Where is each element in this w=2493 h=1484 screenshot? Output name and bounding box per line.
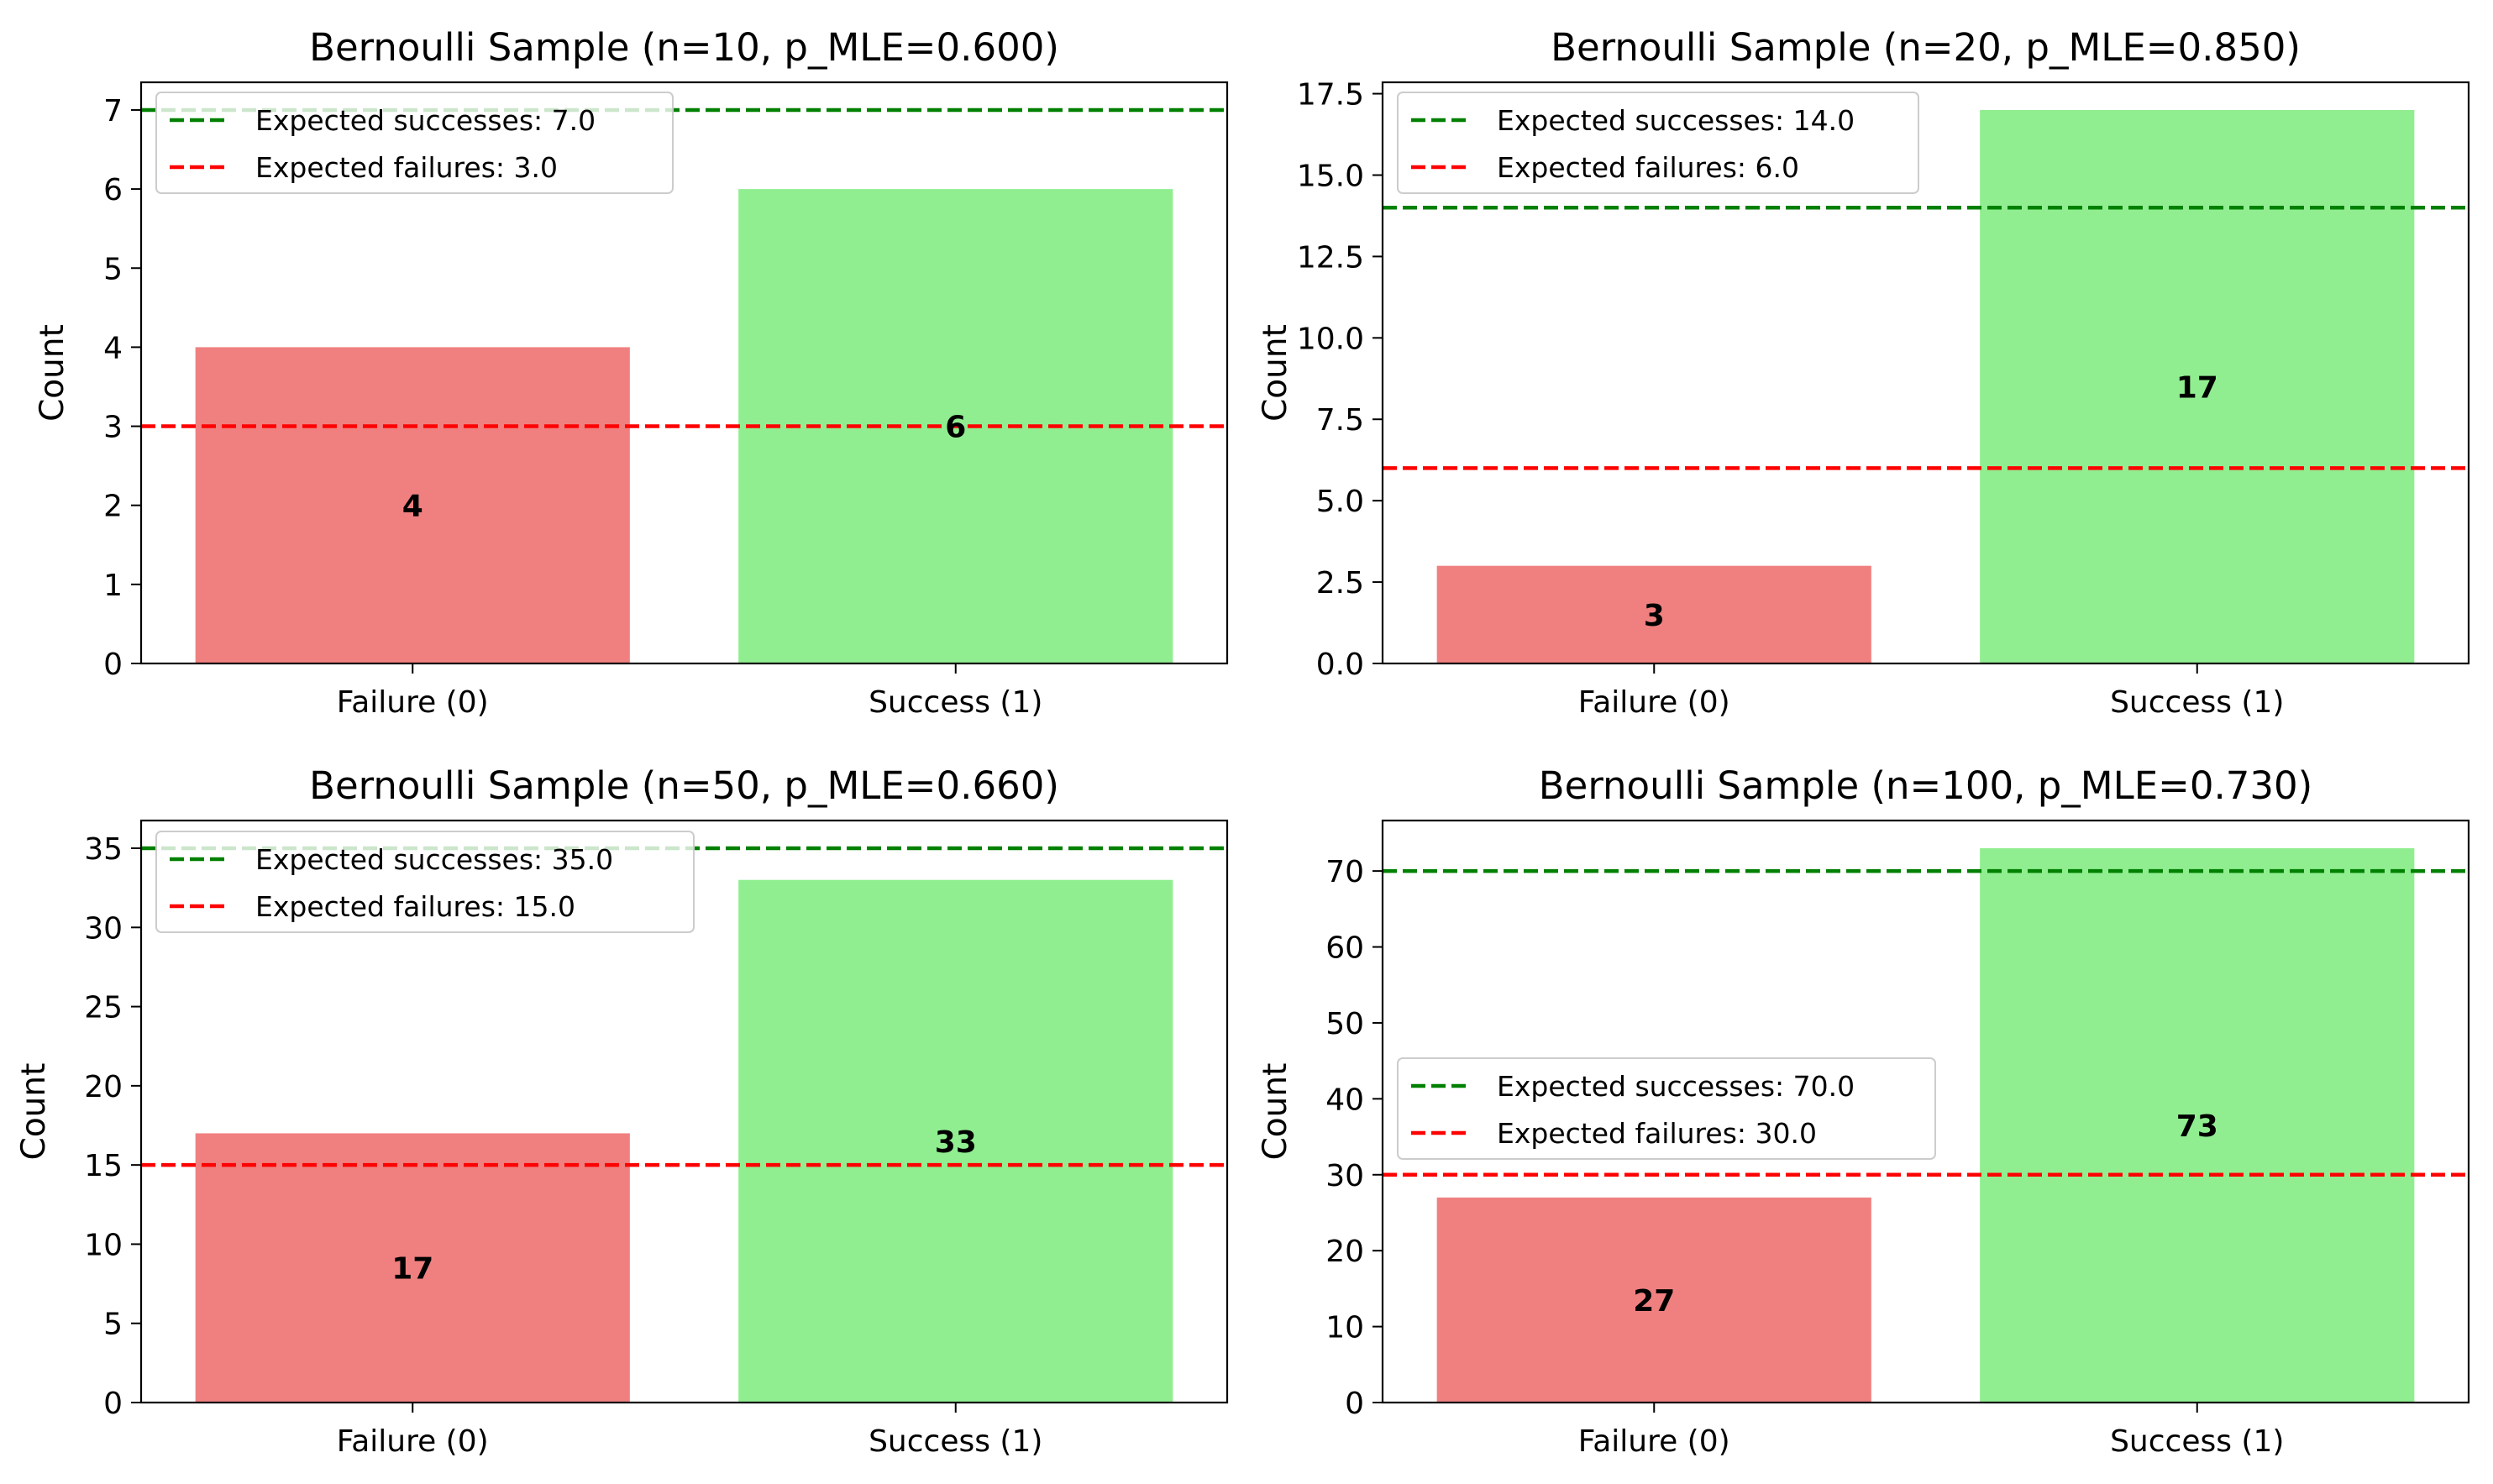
bar-value-label: 4 [402,490,423,524]
subplot-3: 17 33 0 5 10 15 20 25 30 35 Failure (0) Success (1)… [15,763,1229,1459]
x-tick-label: Success (1) [2110,685,2284,720]
legend-box [155,92,674,194]
bar-value-label: 6 [945,411,966,445]
x-tick-label: Failure (0) [1578,1424,1730,1459]
y-tick-label: 7 [103,94,123,128]
y-tick-label: 25 [84,991,123,1025]
subplot-title: Bernoulli Sample (n=10, p_MLE=0.600) [309,25,1059,70]
legend-box [1397,92,1919,194]
y-tick-label: 5 [103,252,123,286]
x-tick-label: Success (1) [869,685,1042,720]
y-tick-label: 0 [103,1387,123,1421]
x-tick-label: Failure (0) [1578,685,1730,720]
bar-failure-0 [195,347,630,663]
y-tick-label: 6 [103,173,123,207]
y-tick-label: 70 [1325,855,1364,889]
y-tick-label: 50 [1325,1007,1364,1041]
bar-success-1 [1980,848,2415,1403]
axes-frame [1381,81,2470,665]
y-tick-label: 2.5 [1316,566,1364,600]
bar-failure-0 [1436,565,1871,663]
legend-successes-label: Expected successes: 14.0 [1497,104,1855,137]
legend-failures-label: Expected failures: 15.0 [255,890,575,923]
y-tick-label: 5 [103,1308,123,1342]
y-tick-label: 40 [1325,1083,1364,1117]
y-tick-label: 35 [84,832,123,867]
legend-box [155,831,695,933]
subplot-title: Bernoulli Sample (n=50, p_MLE=0.660) [309,763,1059,808]
y-tick-label: 30 [84,911,123,946]
y-tick-label: 15 [84,1149,123,1183]
y-tick-label: 5.0 [1316,485,1364,519]
y-axis-title: Count [1257,324,1294,422]
y-tick-label: 3 [103,411,123,445]
x-tick-label: Failure (0) [337,1424,489,1459]
legend-box [1397,1057,1936,1160]
bar-value-label: 33 [935,1125,977,1160]
y-axis-title: Count [1257,1063,1294,1161]
legend: Expected successes: 7.0 Expected failures… [155,92,674,194]
subplot-4: 27 73 0 10 20 30 40 50 60 70 Failure (0) Success (1… [1257,763,2470,1459]
axes-frame [139,819,1229,1404]
y-tick-label: 0 [103,648,123,682]
y-tick-label: 10 [1325,1311,1364,1345]
subplot-title: Bernoulli Sample (n=20, p_MLE=0.850) [1551,25,2301,70]
legend-successes-label: Expected successes: 70.0 [1497,1070,1855,1103]
y-tick-label: 0.0 [1316,648,1364,682]
y-tick-label: 60 [1325,931,1364,966]
y-tick-label: 10 [84,1228,123,1262]
bar-value-label: 73 [2176,1109,2218,1144]
bar-value-label: 17 [2176,370,2218,405]
subplot-1: 4 6 0 1 2 3 4 5 6 7 Failure (0) Success (1) Count Ber… [34,25,1229,720]
subplot-title: Bernoulli Sample (n=100, p_MLE=0.730) [1539,763,2312,808]
bar-failure-0 [195,1133,630,1403]
legend: Expected successes: 14.0 Expected failure… [1397,92,1919,194]
y-tick-label: 2 [103,490,123,524]
bar-success-1 [1980,109,2415,663]
legend-failures-label: Expected failures: 6.0 [1497,151,1799,184]
y-tick-label: 17.5 [1297,78,1364,113]
x-tick-label: Success (1) [869,1424,1042,1459]
legend: Expected successes: 35.0 Expected failure… [155,831,695,933]
y-tick-label: 20 [1325,1235,1364,1269]
y-tick-label: 30 [1325,1159,1364,1193]
y-tick-label: 12.5 [1297,240,1364,275]
y-tick-label: 0 [1345,1387,1364,1421]
x-tick-label: Failure (0) [337,685,489,720]
legend-successes-label: Expected successes: 7.0 [255,104,596,137]
axes-frame [1381,819,2470,1404]
y-tick-label: 15.0 [1297,159,1364,193]
bar-value-label: 27 [1633,1284,1675,1319]
y-axis-title: Count [15,1063,53,1161]
y-tick-label: 4 [103,331,123,365]
axes-frame [139,81,1229,665]
legend-failures-label: Expected failures: 30.0 [1497,1117,1817,1150]
y-tick-label: 20 [84,1070,123,1104]
bar-value-label: 17 [391,1252,433,1287]
legend-failures-label: Expected failures: 3.0 [255,151,558,184]
x-tick-label: Success (1) [2110,1424,2284,1459]
bar-success-1 [738,879,1173,1403]
y-tick-label: 10.0 [1297,322,1364,356]
bar-value-label: 3 [1644,599,1665,633]
subplot-2: 3 17 0.0 2.5 5.0 7.5 10.0 12.5 15.0 17.5 Failure (… [1257,25,2470,720]
y-tick-label: 7.5 [1316,403,1364,438]
legend: Expected successes: 70.0 Expected failure… [1397,1057,1936,1160]
y-tick-label: 1 [103,569,123,603]
legend-successes-label: Expected successes: 35.0 [255,843,613,876]
bar-failure-0 [1436,1197,1871,1403]
y-axis-title: Count [34,324,71,422]
